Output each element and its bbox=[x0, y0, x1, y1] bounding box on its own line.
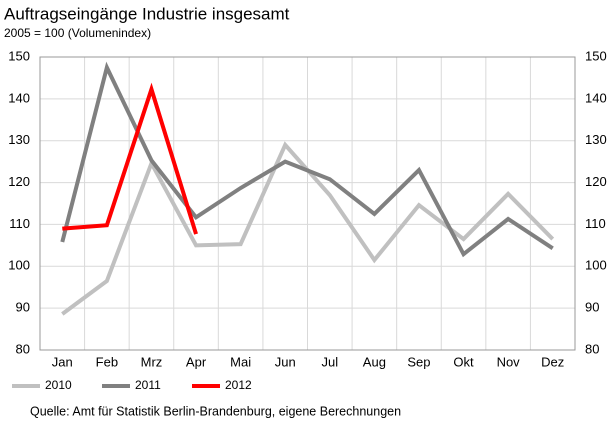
y2-tick-label: 80 bbox=[585, 341, 599, 356]
x-tick-label: Feb bbox=[96, 354, 118, 369]
x-tick-label: Apr bbox=[186, 354, 207, 369]
y2-tick-label: 100 bbox=[585, 258, 607, 273]
y-tick-label: 100 bbox=[8, 258, 30, 273]
x-tick-label: Mai bbox=[230, 354, 251, 369]
chart-subtitle: 2005 = 100 (Volumenindex) bbox=[4, 26, 151, 40]
legend-label: 2011 bbox=[135, 378, 161, 392]
x-tick-label: Dez bbox=[541, 354, 564, 369]
x-tick-label: Okt bbox=[453, 354, 474, 369]
x-tick-label: Jan bbox=[52, 354, 73, 369]
legend-label: 2012 bbox=[225, 378, 252, 392]
y-tick-label: 150 bbox=[8, 48, 30, 63]
y-tick-label: 110 bbox=[9, 216, 30, 231]
y-tick-label: 80 bbox=[16, 341, 30, 356]
x-tick-label: Aug bbox=[363, 354, 386, 369]
y2-tick-label: 140 bbox=[585, 90, 607, 105]
y2-tick-label: 110 bbox=[585, 216, 606, 231]
y-tick-label: 130 bbox=[8, 132, 30, 147]
series-line bbox=[60, 61, 554, 258]
x-tick-label: Jun bbox=[275, 354, 296, 369]
y2-tick-label: 120 bbox=[585, 174, 607, 189]
y2-tick-label: 90 bbox=[585, 300, 599, 315]
chart-title: Auftragseingänge Industrie insgesamt bbox=[4, 4, 290, 23]
y-tick-label: 90 bbox=[16, 300, 30, 315]
y-tick-label: 140 bbox=[8, 90, 30, 105]
y2-tick-label: 150 bbox=[585, 48, 607, 63]
x-tick-label: Sep bbox=[407, 354, 430, 369]
x-tick-label: Nov bbox=[497, 354, 521, 369]
legend-label: 2010 bbox=[45, 378, 72, 392]
y2-tick-label: 130 bbox=[585, 132, 607, 147]
y-tick-label: 120 bbox=[8, 174, 30, 189]
x-tick-label: Jul bbox=[321, 354, 338, 369]
series-line bbox=[62, 82, 198, 235]
plot-frame bbox=[39, 56, 576, 351]
source-note: Quelle: Amt für Statistik Berlin-Branden… bbox=[30, 404, 401, 418]
x-tick-label: Mrz bbox=[141, 354, 163, 369]
